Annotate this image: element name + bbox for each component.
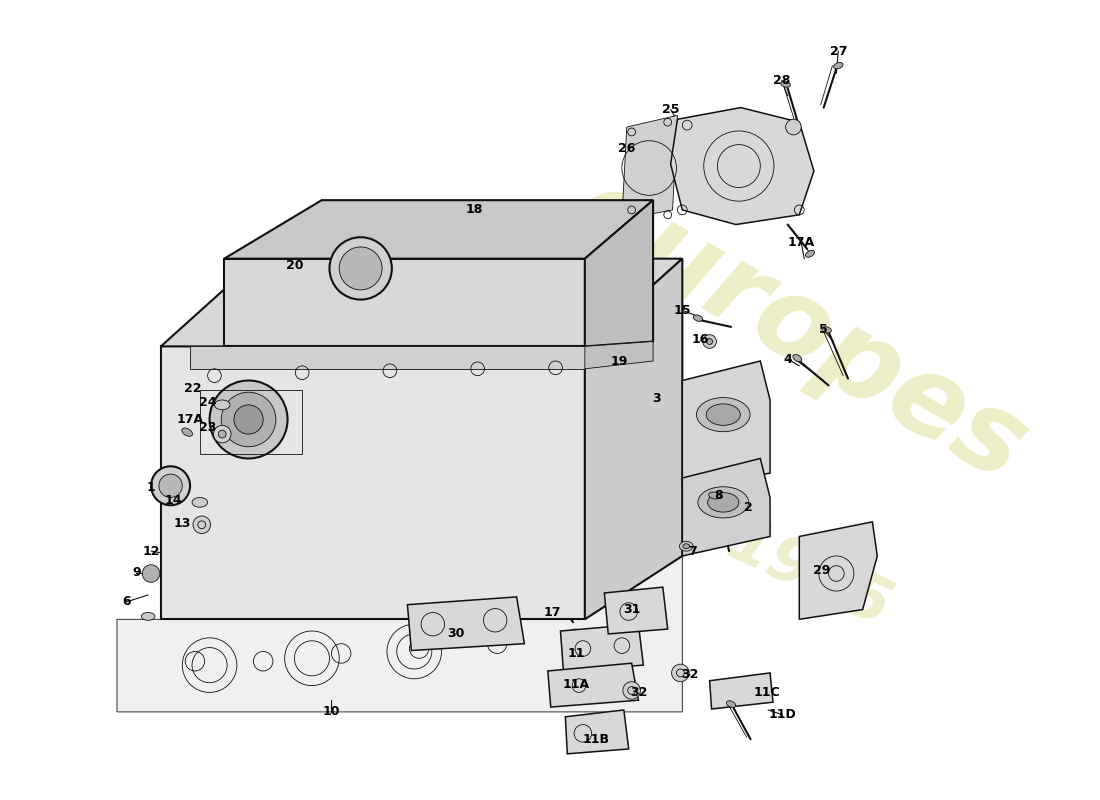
Circle shape [192, 516, 210, 534]
Circle shape [672, 664, 689, 682]
Polygon shape [682, 458, 770, 556]
Text: 17: 17 [543, 606, 561, 619]
Ellipse shape [141, 613, 155, 620]
Circle shape [339, 247, 382, 290]
Text: 27: 27 [829, 45, 847, 58]
Circle shape [210, 381, 287, 458]
Text: 2: 2 [745, 501, 754, 514]
Text: 16: 16 [691, 333, 708, 346]
Text: 25: 25 [662, 103, 680, 116]
Ellipse shape [822, 326, 832, 333]
Circle shape [785, 119, 801, 135]
Text: 23: 23 [199, 421, 217, 434]
Ellipse shape [707, 493, 739, 512]
Polygon shape [565, 710, 629, 754]
Text: 5: 5 [820, 323, 828, 336]
Ellipse shape [192, 498, 208, 507]
Polygon shape [671, 107, 814, 225]
Text: 6: 6 [122, 595, 131, 608]
Ellipse shape [680, 542, 693, 551]
Ellipse shape [834, 62, 843, 69]
Text: 28: 28 [773, 74, 791, 86]
Polygon shape [561, 624, 644, 671]
Text: 11C: 11C [754, 686, 780, 699]
Text: 3: 3 [651, 391, 660, 405]
Text: a part of: a part of [327, 428, 648, 625]
Text: 22: 22 [185, 382, 201, 395]
Ellipse shape [683, 544, 690, 549]
Text: 7: 7 [688, 545, 696, 558]
Text: 9: 9 [132, 566, 141, 579]
Polygon shape [800, 522, 878, 619]
Circle shape [234, 405, 263, 434]
Polygon shape [224, 258, 585, 346]
Polygon shape [224, 200, 653, 258]
Text: 11A: 11A [562, 678, 590, 691]
Text: 13: 13 [174, 518, 191, 530]
Text: 15: 15 [673, 304, 691, 317]
Circle shape [706, 338, 713, 345]
Circle shape [142, 565, 160, 582]
Polygon shape [407, 597, 525, 650]
Text: 12: 12 [142, 545, 160, 558]
Polygon shape [190, 346, 585, 369]
Text: 29: 29 [813, 564, 830, 577]
Polygon shape [604, 587, 668, 634]
Polygon shape [621, 115, 678, 220]
Ellipse shape [726, 701, 736, 707]
Ellipse shape [706, 404, 740, 426]
Circle shape [623, 682, 640, 699]
Polygon shape [585, 342, 653, 369]
Circle shape [330, 238, 392, 300]
Text: 17A: 17A [176, 413, 204, 426]
Text: 31: 31 [623, 603, 640, 616]
Polygon shape [585, 258, 682, 619]
Text: 11D: 11D [769, 708, 796, 722]
Text: 8: 8 [714, 489, 723, 502]
Ellipse shape [708, 492, 720, 499]
Circle shape [213, 426, 231, 443]
Text: 11B: 11B [582, 733, 609, 746]
Text: 32: 32 [681, 668, 698, 682]
Ellipse shape [182, 428, 192, 436]
Ellipse shape [693, 315, 703, 322]
Text: 26: 26 [618, 142, 636, 155]
Polygon shape [682, 361, 770, 488]
Circle shape [703, 334, 716, 348]
Text: 17A: 17A [788, 235, 815, 249]
Ellipse shape [696, 398, 750, 432]
Text: 14: 14 [165, 494, 183, 507]
Polygon shape [161, 346, 585, 619]
Text: 19: 19 [610, 354, 628, 367]
Polygon shape [710, 673, 773, 709]
Ellipse shape [793, 354, 802, 362]
Text: europes: europes [553, 158, 1045, 505]
Ellipse shape [805, 250, 814, 258]
Ellipse shape [214, 400, 230, 410]
Ellipse shape [781, 81, 791, 87]
Text: 4: 4 [783, 353, 792, 366]
Text: 11: 11 [568, 647, 585, 660]
Polygon shape [117, 556, 682, 712]
Text: 1985: 1985 [717, 511, 901, 639]
Text: 10: 10 [322, 706, 340, 718]
Text: 32: 32 [630, 686, 647, 699]
Polygon shape [161, 258, 682, 346]
Circle shape [218, 430, 227, 438]
Text: 18: 18 [466, 203, 483, 217]
Text: 30: 30 [448, 627, 465, 641]
Text: 20: 20 [286, 259, 304, 272]
Circle shape [221, 392, 276, 446]
Ellipse shape [697, 486, 749, 518]
Text: 1: 1 [146, 482, 155, 494]
Text: 24: 24 [199, 397, 217, 410]
Circle shape [158, 474, 183, 498]
Circle shape [151, 466, 190, 506]
Polygon shape [585, 200, 653, 346]
Polygon shape [548, 663, 638, 707]
